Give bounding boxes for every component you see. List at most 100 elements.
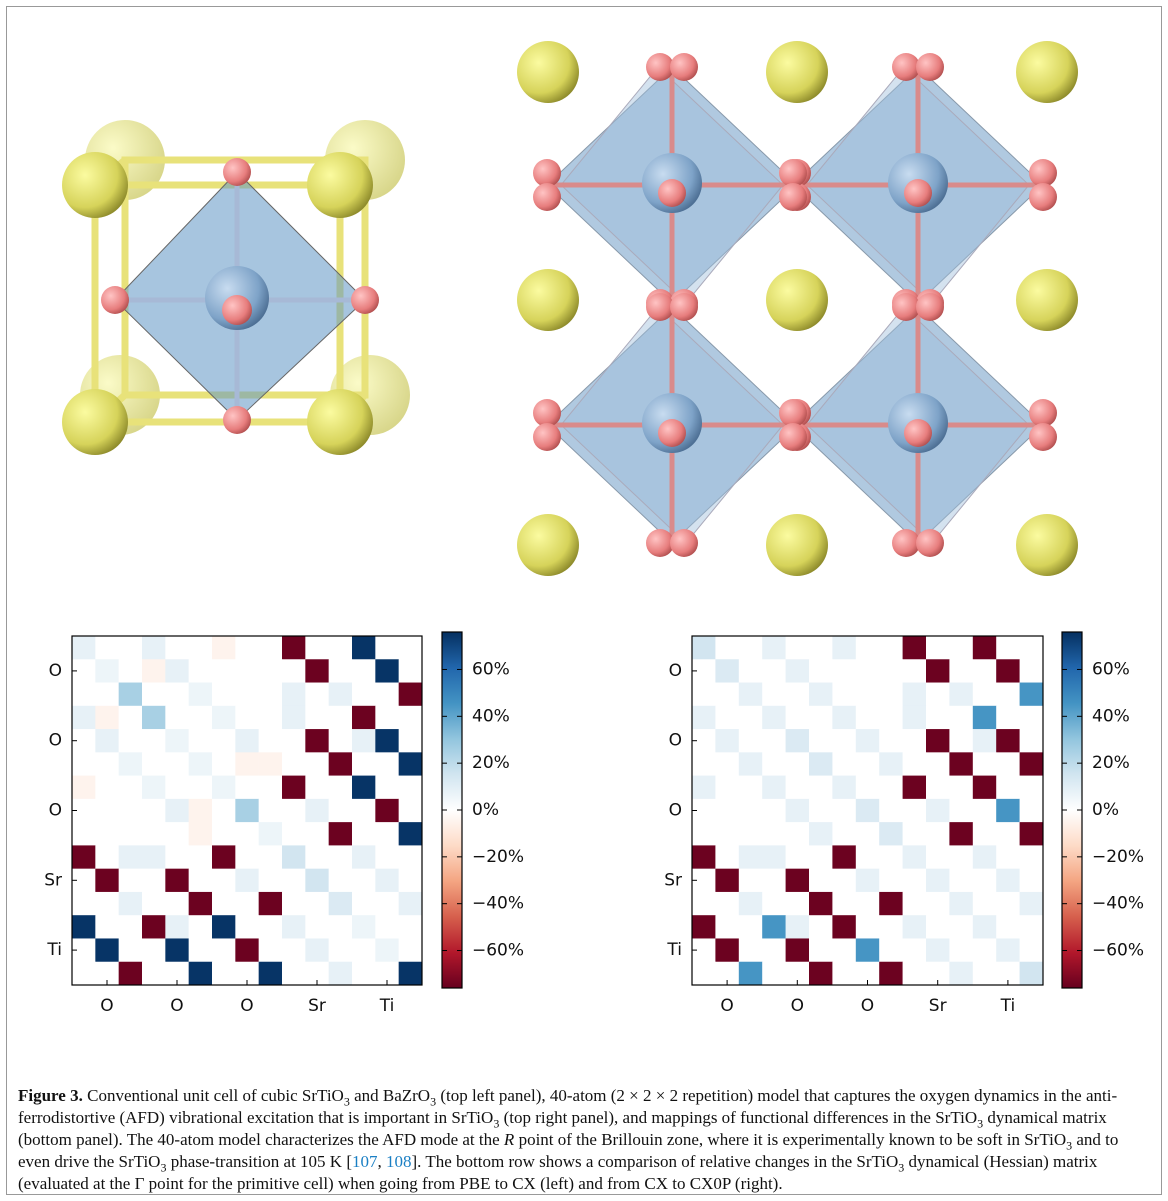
heatmap-cell: [832, 961, 857, 986]
heatmap-cell: [235, 752, 259, 776]
heatmap-cell: [996, 682, 1020, 707]
heatmap-cell: [282, 798, 306, 823]
colorbar-tick-label: 0%: [472, 800, 499, 820]
o-atom: [670, 529, 698, 557]
heatmap-cell: [972, 752, 997, 776]
heatmap-cell: [95, 752, 119, 776]
x-tick-label: Ti: [1000, 996, 1016, 1016]
heatmap-cell: [398, 752, 423, 776]
heatmap-cell: [398, 822, 423, 846]
heatmap-cell: [1019, 915, 1044, 939]
heatmap-cell: [72, 729, 96, 753]
heatmap-cell: [996, 845, 1020, 869]
heatmap-cell: [996, 705, 1020, 730]
heatmap-cell: [188, 682, 213, 707]
heatmap-cell: [95, 705, 119, 730]
heatmap-cell: [165, 868, 189, 893]
heatmap-cell: [879, 868, 903, 893]
heatmap-cell: [328, 682, 353, 707]
heatmap-cell: [855, 822, 880, 846]
heatmap-cell: [305, 822, 329, 846]
heatmap-cell: [352, 705, 376, 730]
heatmap-cell: [398, 659, 423, 683]
heatmap-cell: [118, 729, 143, 753]
heatmap-cell: [188, 822, 213, 846]
sr-atom: [1016, 41, 1078, 103]
heatmap-cell: [72, 938, 96, 963]
heatmap-cell: [855, 961, 880, 986]
heatmap-cell: [832, 775, 857, 800]
heatmap-cell: [972, 682, 997, 707]
heatmap-cell: [118, 845, 143, 869]
heatmap-cell: [832, 938, 857, 963]
heatmap-cell: [352, 961, 376, 986]
heatmap-cell: [235, 891, 259, 916]
heatmap-cell: [118, 938, 143, 963]
y-tick-label: O: [669, 731, 682, 751]
heatmap-cell: [305, 891, 329, 916]
heatmap-cell: [165, 915, 189, 939]
heatmap-cell: [738, 938, 763, 963]
heatmap-cell: [165, 961, 189, 986]
heatmap-cell: [305, 798, 329, 823]
heatmap-cell: [165, 752, 189, 776]
caption-text: and to even drive the SrTiO: [18, 1130, 1119, 1171]
heatmap-cell: [785, 775, 810, 800]
reference-link[interactable]: 107: [352, 1152, 378, 1171]
heatmap-cell: [996, 659, 1020, 683]
heatmap-cell: [1019, 938, 1044, 963]
heatmap-cell: [72, 798, 96, 823]
heatmap-cell: [188, 961, 213, 986]
heatmap-cell: [72, 868, 96, 893]
heatmap-cell: [762, 659, 786, 683]
heatmap-cell: [258, 822, 283, 846]
colorbar-tick-label: −20%: [1092, 847, 1144, 867]
heatmap-cell: [879, 775, 903, 800]
heatmap-cell: [1019, 845, 1044, 869]
o-atom: [779, 159, 807, 187]
heatmap-cell: [188, 752, 213, 776]
heatmap-cell: [809, 798, 833, 823]
heatmap-cell: [879, 729, 903, 753]
heatmap-cell: [855, 891, 880, 916]
heatmap-cell: [258, 682, 283, 707]
heatmap-cell: [738, 798, 763, 823]
caption-text: and BaZrO: [349, 1086, 431, 1105]
heatmap-cell: [879, 705, 903, 730]
heatmap-cell: [328, 891, 353, 916]
heatmap-cell: [785, 752, 810, 776]
heatmap-cell: [72, 891, 96, 916]
heatmap-cell: [142, 705, 166, 730]
heatmap-cell: [949, 868, 974, 893]
heatmap-cell: [165, 798, 189, 823]
heatmap-cell: [972, 705, 997, 730]
heatmap-cell: [785, 891, 810, 916]
heatmap-cell: [328, 798, 353, 823]
heatmap-cell: [972, 891, 997, 916]
heatmap-cell: [692, 775, 716, 800]
heatmap-cell: [715, 752, 740, 776]
heatmap-cell: [72, 752, 96, 776]
y-tick-label: Ti: [46, 940, 62, 960]
heatmap-cell: [926, 938, 950, 963]
reference-link[interactable]: 108: [386, 1152, 412, 1171]
heatmap-cell: [762, 938, 786, 963]
heatmap-cell: [855, 682, 880, 707]
heatmap-cell: [762, 845, 786, 869]
heatmap-cell: [692, 752, 716, 776]
heatmap-cell: [212, 775, 236, 800]
heatmap-cell: [879, 659, 903, 683]
heatmap-cell: [738, 845, 763, 869]
caption-text: dynamical matrix (bottom panel). The 40-…: [18, 1108, 1107, 1149]
o-atom: [916, 529, 944, 557]
caption-text: phase-transition at 105 K [: [166, 1152, 352, 1171]
heatmap-cell: [1019, 961, 1044, 986]
subscript: 3: [343, 1094, 350, 1109]
heatmap-cell: [282, 729, 306, 753]
colorbar-tick-label: −60%: [472, 941, 524, 961]
heatmap-cell: [258, 659, 283, 683]
o-atom: [779, 399, 807, 427]
o-atom: [670, 53, 698, 81]
heatmap-cell: [809, 659, 833, 683]
heatmap-cell: [1019, 752, 1044, 776]
